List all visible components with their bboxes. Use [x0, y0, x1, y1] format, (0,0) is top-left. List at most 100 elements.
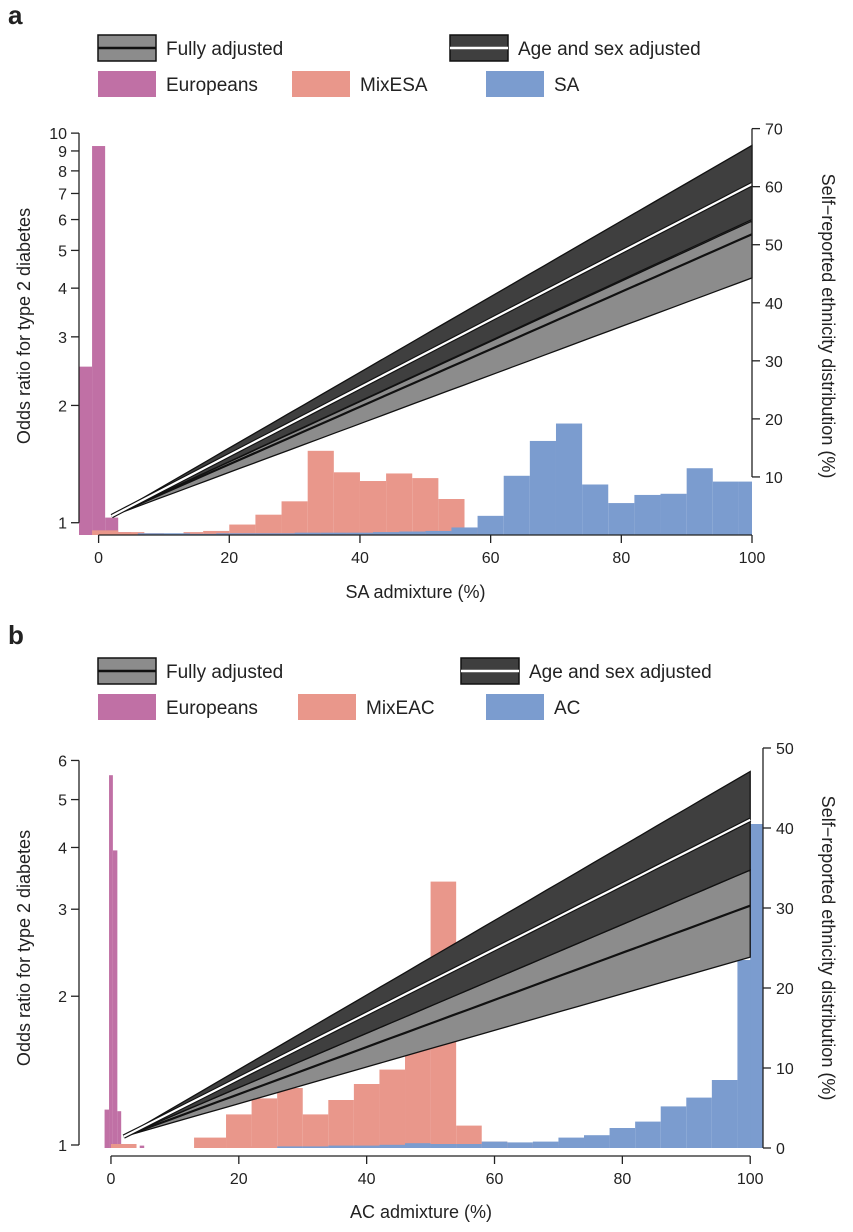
y-left-tick-label: 4 — [58, 840, 67, 857]
x-tick-label: 100 — [737, 1171, 764, 1188]
histogram-bar — [139, 1145, 145, 1148]
histogram-bar — [507, 1142, 533, 1148]
y-right-tick-label: 70 — [765, 122, 783, 139]
histogram-bar — [379, 1069, 406, 1148]
y-left-tick-label: 2 — [58, 989, 67, 1006]
y-left-tick-label: 2 — [58, 398, 67, 415]
panel-letter: b — [8, 620, 24, 650]
x-tick-label: 20 — [220, 550, 238, 567]
or-curves — [110, 144, 754, 519]
histogram-bar — [712, 481, 739, 535]
y-right-tick-label: 40 — [776, 821, 794, 838]
panel-b: b Fully adjusted Age and sex adjusted Europ… — [8, 620, 838, 1222]
histogram-bar — [346, 532, 374, 535]
y-left-tick-label: 7 — [58, 186, 67, 203]
histogram-bar — [112, 850, 118, 1148]
histogram-bar — [255, 514, 282, 535]
y-left-tick-label: 4 — [58, 281, 67, 298]
y-right-tick-label: 50 — [765, 238, 783, 255]
legend-label: Europeans — [166, 75, 258, 96]
legend-label: Fully adjusted — [166, 39, 283, 60]
x-tick-label: 0 — [94, 550, 103, 567]
legend-swatch — [486, 694, 544, 720]
histograms — [79, 146, 752, 536]
y-right-axis-title: Self−reported ethnicity distribution (%) — [818, 174, 838, 479]
legend-item: AC — [486, 694, 580, 720]
histogram-bar — [711, 1080, 738, 1148]
histogram-bar — [481, 1141, 508, 1148]
y-left-tick-label: 3 — [58, 902, 67, 919]
histogram-bar — [307, 450, 334, 535]
legend-label: Age and sex adjusted — [529, 662, 712, 683]
x-tick-label: 40 — [351, 550, 369, 567]
x-tick-label: 0 — [107, 1171, 116, 1188]
histogram-bar — [660, 493, 687, 535]
histogram-bar — [226, 1114, 252, 1148]
estimate-line-age-and-sex-adjusted — [111, 183, 753, 518]
y-right-tick-label: 20 — [765, 412, 783, 429]
histogram-bar — [555, 423, 583, 535]
histogram-bar — [386, 473, 413, 535]
histogram-bar — [399, 531, 426, 535]
histogram-bar — [92, 146, 106, 535]
y-left-axis-title: Odds ratio for type 2 diabetes — [14, 208, 34, 444]
histogram-bar — [353, 1084, 380, 1148]
y-left-tick-label: 1 — [58, 516, 67, 533]
y-left-tick-label: 10 — [49, 126, 67, 143]
legend-swatch — [292, 71, 350, 97]
histogram-bar — [79, 366, 93, 535]
histogram-bar — [333, 472, 360, 535]
legend-item: MixESA — [292, 71, 428, 97]
y-left-tick-label: 6 — [58, 213, 67, 230]
histogram-bar — [635, 1121, 661, 1148]
histogram-bar — [328, 1145, 354, 1148]
legend-label: SA — [554, 75, 580, 96]
estimate-line-fully-adjusted — [123, 904, 751, 1138]
histogram-bar — [320, 532, 347, 535]
histogram-bar — [110, 1144, 137, 1148]
x-tick-label: 60 — [486, 1171, 504, 1188]
histogram-bar — [582, 484, 609, 535]
histogram-bar — [302, 1114, 329, 1148]
histogram-bar — [608, 503, 635, 535]
histogram-bar — [373, 532, 400, 535]
legend-label: MixEAC — [366, 698, 435, 719]
legend-label: Age and sex adjusted — [518, 39, 701, 60]
histogram-bar — [750, 824, 763, 1148]
y-left-tick-label: 1 — [58, 1138, 67, 1155]
y-left-axis-title: Odds ratio for type 2 diabetes — [14, 830, 34, 1066]
y-right-axis-title: Self−reported ethnicity distribution (%) — [818, 796, 838, 1101]
histogram-bar — [242, 533, 269, 535]
histogram-bar — [412, 478, 439, 535]
legend-swatch — [98, 71, 156, 97]
y-right-tick-label: 60 — [765, 180, 783, 197]
panel-a: a Fully adjusted Age and sex adjusted Europ… — [8, 0, 838, 602]
histogram-bar — [425, 530, 452, 535]
y-left-tick-label: 9 — [58, 144, 67, 161]
histogram-bar — [251, 1098, 278, 1148]
histogram-bar — [216, 533, 243, 535]
y-right-tick-label: 10 — [765, 470, 783, 487]
histogram-bar — [456, 1144, 482, 1148]
histogram-bar — [634, 494, 661, 535]
histogram-bar — [294, 532, 321, 535]
legend-item: MixEAC — [298, 694, 435, 720]
histogram-mixesa — [92, 450, 491, 536]
histogram-bar — [456, 1125, 482, 1148]
histogram-bar — [277, 1088, 303, 1148]
legend-swatch — [98, 694, 156, 720]
legend: Fully adjusted Age and sex adjusted Europe… — [97, 34, 701, 97]
estimate-line-age-and-sex-adjusted — [123, 818, 751, 1138]
histogram-bar — [353, 1145, 380, 1148]
histogram-sa — [137, 423, 752, 536]
histogram-bar — [558, 1137, 585, 1148]
histogram-bar — [137, 533, 164, 535]
legend-label: AC — [554, 698, 580, 719]
y-left-tick-label: 5 — [58, 793, 67, 810]
histogram-ac — [277, 824, 763, 1148]
histogram-europeans — [79, 146, 674, 536]
histogram-bar — [405, 1143, 431, 1148]
y-left-tick-label: 3 — [58, 330, 67, 347]
